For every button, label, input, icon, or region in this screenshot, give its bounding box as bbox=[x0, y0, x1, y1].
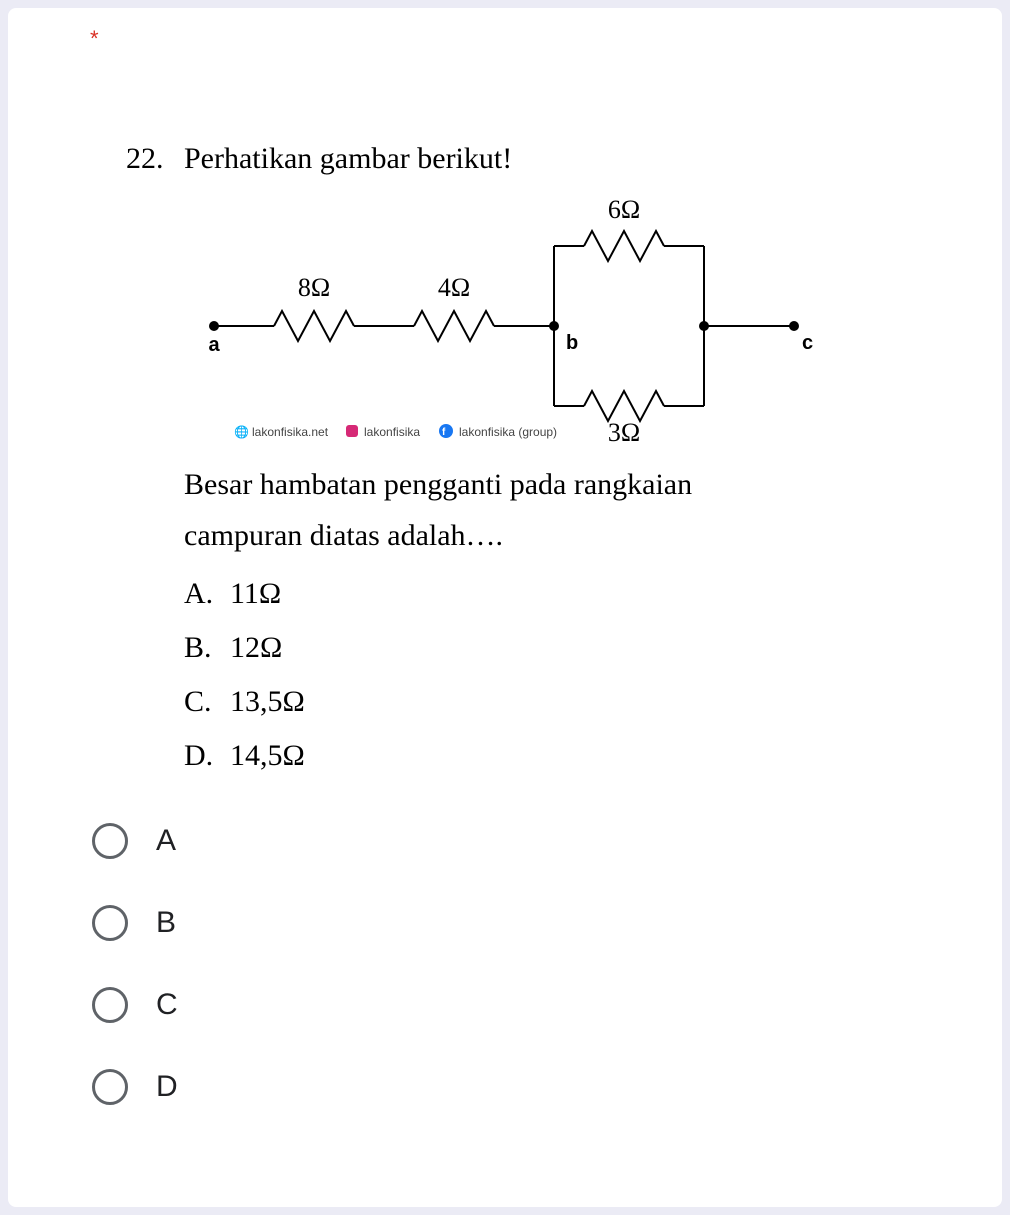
radio-option-d[interactable]: D bbox=[92, 1069, 974, 1105]
radio-label: C bbox=[156, 988, 178, 1022]
option-b: B.12Ω bbox=[184, 621, 974, 675]
resistor-8-label: 8Ω bbox=[298, 273, 330, 302]
resistor-4-label: 4Ω bbox=[438, 273, 470, 302]
option-a: A.11Ω bbox=[184, 567, 974, 621]
node-a-label: a bbox=[208, 334, 220, 356]
question-block: 22. Perhatikan gambar berikut! a 8Ω 4Ω bbox=[126, 142, 974, 783]
resistor-6-label: 6Ω bbox=[608, 195, 640, 224]
resistor-3 bbox=[584, 391, 664, 421]
radio-circle-icon[interactable] bbox=[92, 905, 128, 941]
resistor-8 bbox=[274, 311, 354, 341]
junction-dot bbox=[699, 321, 709, 331]
radio-option-b[interactable]: B bbox=[92, 905, 974, 941]
node-c-label: c bbox=[802, 332, 813, 354]
svg-text:lakonfisika.net: lakonfisika.net bbox=[252, 425, 329, 439]
svg-text:lakonfisika: lakonfisika bbox=[364, 425, 420, 439]
resistor-3-label: 3Ω bbox=[608, 418, 640, 446]
required-star: * bbox=[90, 26, 99, 52]
radio-label: A bbox=[156, 824, 176, 858]
question-card: * 22. Perhatikan gambar berikut! a 8Ω bbox=[8, 8, 1002, 1207]
radio-label: D bbox=[156, 1070, 178, 1104]
option-d: D.14,5Ω bbox=[184, 729, 974, 783]
instagram-icon bbox=[346, 425, 358, 437]
resistor-4 bbox=[414, 311, 494, 341]
node-c-dot bbox=[789, 321, 799, 331]
inline-options: A.11Ω B.12Ω C.13,5Ω D.14,5Ω bbox=[184, 567, 974, 783]
answer-radio-group: A B C D bbox=[92, 823, 974, 1105]
question-body: Besar hambatan pengganti pada rangkaian … bbox=[184, 459, 974, 561]
svg-text:lakonfisika (group): lakonfisika (group) bbox=[459, 425, 557, 439]
credits: 🌐 lakonfisika.net lakonfisika f lakonfis… bbox=[234, 424, 557, 439]
body-line1: Besar hambatan pengganti pada rangkaian bbox=[184, 468, 692, 501]
svg-text:🌐: 🌐 bbox=[234, 425, 249, 439]
resistor-6 bbox=[584, 231, 664, 261]
body-line2: campuran diatas adalah…. bbox=[184, 519, 503, 552]
question-prompt: Perhatikan gambar berikut! bbox=[184, 142, 512, 176]
radio-option-a[interactable]: A bbox=[92, 823, 974, 859]
radio-option-c[interactable]: C bbox=[92, 987, 974, 1023]
question-number: 22. bbox=[126, 142, 184, 176]
node-b-label: b bbox=[566, 332, 578, 354]
radio-circle-icon[interactable] bbox=[92, 823, 128, 859]
circuit-diagram: a 8Ω 4Ω b bbox=[184, 186, 824, 451]
radio-label: B bbox=[156, 906, 176, 940]
radio-circle-icon[interactable] bbox=[92, 987, 128, 1023]
radio-circle-icon[interactable] bbox=[92, 1069, 128, 1105]
option-c: C.13,5Ω bbox=[184, 675, 974, 729]
